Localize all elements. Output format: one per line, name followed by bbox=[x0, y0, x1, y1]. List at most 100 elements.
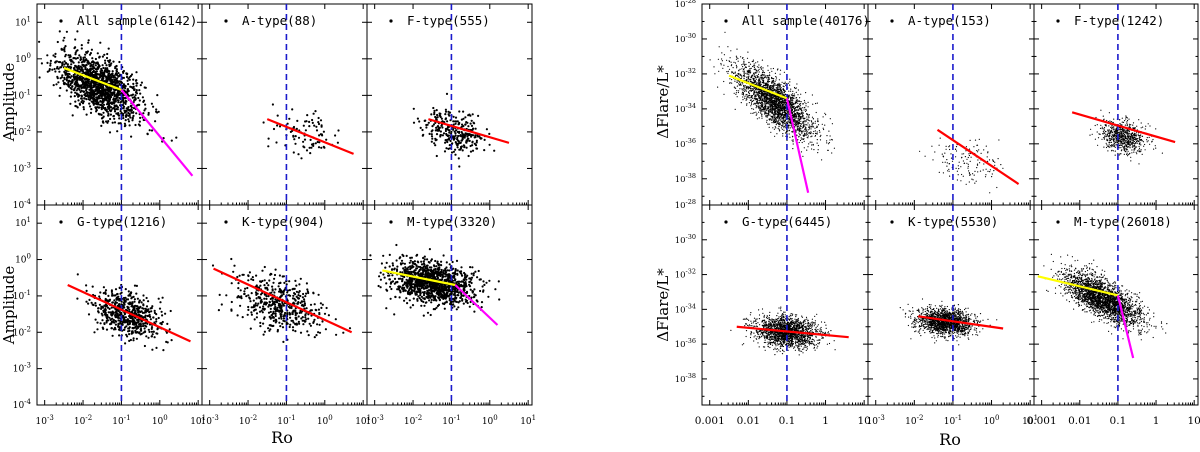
data-point bbox=[303, 304, 306, 307]
data-point bbox=[294, 299, 297, 302]
data-point bbox=[89, 95, 92, 99]
data-point bbox=[463, 273, 467, 277]
data-point bbox=[115, 70, 119, 73]
data-point bbox=[442, 271, 445, 274]
data-point bbox=[482, 280, 485, 283]
data-point bbox=[265, 282, 268, 285]
data-point bbox=[305, 307, 308, 310]
data-point bbox=[89, 85, 92, 88]
data-point bbox=[789, 81, 791, 83]
data-point bbox=[462, 278, 465, 281]
data-point bbox=[165, 340, 168, 343]
panels-layer: All sample(6142) A-type(88) F-type(555)G-t… bbox=[13, 0, 1200, 427]
data-point bbox=[119, 322, 122, 325]
data-point bbox=[325, 138, 328, 141]
data-point bbox=[738, 76, 740, 78]
data-point bbox=[411, 260, 414, 264]
data-point bbox=[742, 83, 744, 85]
data-point bbox=[93, 92, 96, 96]
data-point bbox=[261, 311, 264, 314]
data-point bbox=[312, 112, 315, 115]
data-point bbox=[430, 135, 434, 138]
data-point bbox=[317, 308, 320, 311]
data-point bbox=[312, 292, 315, 295]
data-point bbox=[269, 316, 272, 319]
data-point bbox=[279, 288, 282, 291]
data-point bbox=[448, 263, 451, 266]
data-point bbox=[262, 322, 265, 325]
data-point bbox=[111, 334, 114, 337]
data-point bbox=[306, 114, 309, 117]
data-point bbox=[384, 266, 387, 269]
data-point bbox=[78, 102, 81, 105]
data-point bbox=[482, 290, 485, 293]
data-point bbox=[110, 313, 113, 316]
data-point bbox=[468, 285, 472, 288]
data-point bbox=[446, 294, 449, 297]
data-point bbox=[445, 261, 448, 264]
panel-frame bbox=[201, 3, 368, 206]
data-point bbox=[389, 285, 392, 288]
data-point bbox=[114, 328, 117, 331]
data-point bbox=[749, 69, 751, 71]
data-point bbox=[89, 105, 92, 108]
data-point bbox=[79, 84, 82, 87]
data-point bbox=[130, 317, 133, 320]
data-point bbox=[91, 285, 94, 288]
data-point bbox=[288, 289, 291, 292]
data-point bbox=[452, 300, 455, 303]
data-point bbox=[113, 117, 116, 120]
data-point bbox=[49, 62, 52, 65]
data-point bbox=[262, 333, 265, 336]
data-point bbox=[425, 273, 428, 276]
data-point bbox=[147, 113, 150, 116]
data-point bbox=[110, 290, 113, 293]
data-point bbox=[281, 322, 284, 325]
data-point bbox=[86, 91, 90, 94]
data-point bbox=[96, 328, 99, 331]
data-point bbox=[440, 287, 443, 290]
data-point bbox=[116, 312, 119, 316]
data-point bbox=[437, 303, 441, 306]
data-point bbox=[404, 289, 407, 292]
data-point bbox=[139, 116, 142, 119]
data-point bbox=[254, 302, 257, 305]
data-point bbox=[444, 129, 447, 133]
data-point bbox=[85, 77, 88, 81]
data-point bbox=[282, 340, 285, 343]
data-point bbox=[471, 266, 474, 269]
data-point bbox=[98, 295, 101, 298]
fit-line-high_ro bbox=[454, 284, 499, 326]
data-point bbox=[794, 87, 796, 90]
data-point bbox=[142, 112, 145, 115]
data-point bbox=[113, 321, 116, 324]
data-point bbox=[297, 315, 300, 318]
data-point bbox=[436, 116, 439, 119]
data-point bbox=[134, 79, 138, 82]
data-point bbox=[255, 312, 259, 315]
data-point bbox=[103, 313, 106, 316]
data-point bbox=[124, 109, 128, 112]
data-point bbox=[82, 100, 85, 103]
data-point bbox=[317, 293, 320, 296]
data-point bbox=[49, 64, 52, 67]
data-point bbox=[383, 276, 386, 279]
data-point bbox=[73, 78, 76, 81]
legend-marker bbox=[389, 19, 393, 23]
data-point bbox=[92, 98, 95, 101]
data-point bbox=[135, 331, 138, 334]
data-point bbox=[232, 270, 235, 273]
data-point bbox=[733, 72, 735, 75]
data-point bbox=[457, 140, 460, 143]
data-point bbox=[379, 278, 382, 281]
data-point bbox=[430, 113, 433, 116]
data-point bbox=[269, 297, 272, 301]
data-point bbox=[280, 317, 283, 320]
data-point bbox=[416, 260, 419, 263]
data-point bbox=[736, 48, 738, 50]
data-point bbox=[81, 102, 85, 105]
data-point bbox=[458, 165, 461, 168]
data-point bbox=[49, 59, 53, 63]
data-point bbox=[459, 134, 462, 137]
data-point bbox=[68, 80, 71, 83]
